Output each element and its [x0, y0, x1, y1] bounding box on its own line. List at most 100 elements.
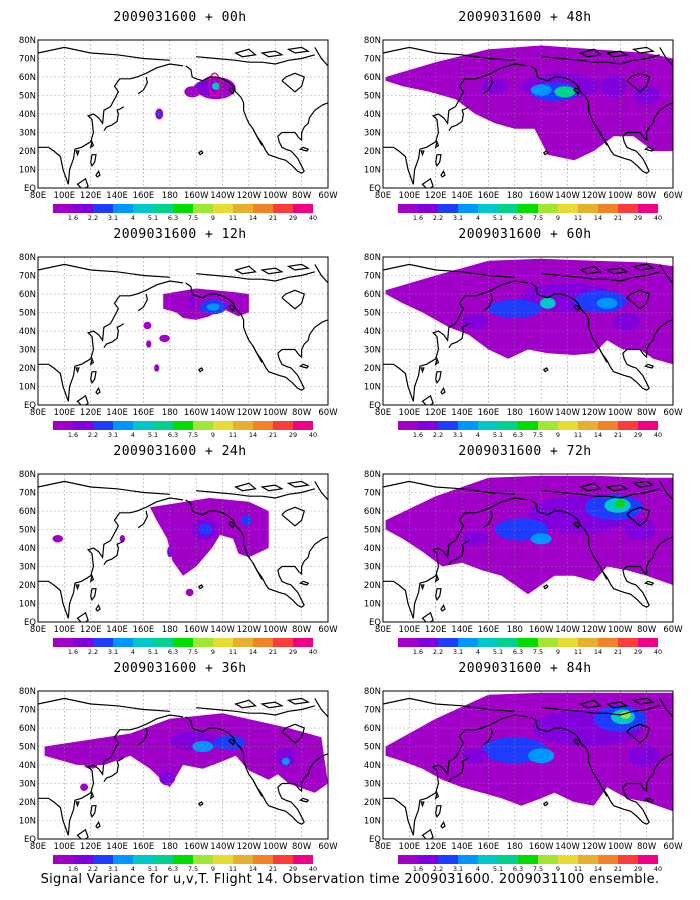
variance-field	[385, 258, 673, 365]
variance-contour	[613, 312, 641, 331]
lat-tick-label: 60N	[364, 724, 381, 734]
colorbar-swatch	[153, 638, 173, 647]
variance-contour	[143, 321, 152, 330]
colorbar-label: 2.2	[433, 431, 443, 439]
colorbar-swatch	[438, 638, 458, 647]
lat-tick-label: 10N	[19, 600, 36, 610]
lat-tick-label: 40N	[364, 110, 381, 120]
lon-tick-label: 160E	[478, 191, 500, 201]
colorbar-swatch	[638, 855, 658, 864]
lon-tick-label: 140W	[555, 625, 580, 635]
variance-contour	[198, 523, 212, 536]
lat-tick-label: 30N	[19, 346, 36, 356]
colorbar-label: 21	[614, 214, 622, 222]
lat-tick-label: 50N	[364, 743, 381, 753]
variance-contour	[241, 514, 252, 526]
lat-tick-label: 40N	[364, 327, 381, 337]
colorbar-swatch	[578, 204, 598, 213]
lat-tick-label: 60N	[19, 73, 36, 83]
lon-tick-label: 120W	[237, 408, 262, 418]
lat-tick-label: 20N	[364, 581, 381, 591]
lat-tick-label: 50N	[19, 92, 36, 102]
lon-tick-label: 120W	[582, 408, 607, 418]
colorbar-label: 2.2	[88, 865, 98, 873]
lon-tick-label: 60W	[318, 191, 338, 201]
lon-tick-label: 100E	[54, 625, 76, 635]
colorbar-swatch	[478, 421, 498, 430]
colorbar-label: 1.6	[68, 431, 78, 439]
map-frame	[37, 690, 329, 840]
colorbar-label: 9	[211, 865, 215, 873]
colorbar-swatch	[253, 204, 273, 213]
lat-tick-label: 30N	[19, 129, 36, 139]
colorbar-label: 7.5	[533, 865, 543, 873]
lon-tick-label: 140W	[555, 191, 580, 201]
variance-contour	[462, 314, 489, 330]
lat-tick-label: 30N	[364, 346, 381, 356]
colorbar-swatch	[558, 638, 578, 647]
colorbar-swatch	[253, 421, 273, 430]
lon-tick-label: 100W	[608, 842, 633, 852]
lon-tick-label: 180	[507, 191, 523, 201]
colorbar-label: 29	[289, 865, 297, 873]
colorbar-swatch	[498, 855, 518, 864]
lat-tick-label: 20N	[364, 147, 381, 157]
colorbar-swatch	[638, 421, 658, 430]
lat-tick-label: 10N	[364, 166, 381, 176]
colorbar-swatch	[618, 638, 638, 647]
lat-tick-label: 30N	[364, 780, 381, 790]
variance-contour	[615, 499, 626, 508]
panel-title: 2009031600 + 84h	[458, 661, 592, 676]
variance-contour	[146, 340, 152, 348]
lat-tick-label: 30N	[19, 780, 36, 790]
lat-tick-label: 70N	[19, 706, 36, 716]
variance-contour	[530, 84, 552, 96]
lat-tick-label: 50N	[19, 309, 36, 319]
colorbar-label: 29	[289, 431, 297, 439]
colorbar-label: 6.3	[513, 431, 523, 439]
lon-tick-label: 180	[507, 408, 523, 418]
variance-contour	[206, 303, 220, 311]
colorbar-label: 4	[131, 431, 135, 439]
colorbar-swatch	[518, 855, 538, 864]
colorbar-label: 1.6	[68, 865, 78, 873]
lon-tick-label: 80W	[637, 842, 657, 852]
colorbar-label: 5.1	[148, 865, 158, 873]
colorbar-swatch	[193, 204, 213, 213]
colorbar-label: 9	[556, 431, 560, 439]
colorbar-label: 5.1	[148, 214, 158, 222]
lon-tick-label: 120E	[80, 625, 102, 635]
colorbar-swatch	[518, 638, 538, 647]
colorbar-label: 1.6	[413, 431, 423, 439]
colorbar-label: 14	[594, 214, 602, 222]
lon-tick-label: 60W	[318, 625, 338, 635]
colorbar-label: 4	[476, 431, 480, 439]
colorbar-swatch	[518, 204, 538, 213]
coastlines	[38, 46, 328, 188]
lat-tick-label: 80N	[364, 36, 381, 46]
colorbar-swatch	[398, 204, 418, 213]
colorbar-swatch	[518, 421, 538, 430]
colorbar-swatch	[438, 204, 458, 213]
colorbar-swatch	[418, 421, 438, 430]
lon-tick-label: 140E	[106, 408, 128, 418]
coastlines	[38, 480, 328, 622]
colorbar-swatch	[193, 421, 213, 430]
colorbar-swatch	[498, 421, 518, 430]
colorbar-label: 21	[614, 431, 622, 439]
variance-field	[385, 45, 673, 161]
colorbar-label: 6.3	[513, 865, 523, 873]
lon-tick-label: 160E	[478, 842, 500, 852]
lat-tick-label: 70N	[19, 272, 36, 282]
lat-tick-label: 20N	[19, 147, 36, 157]
map-frame	[382, 256, 674, 406]
colorbar-swatch	[458, 421, 478, 430]
forecast-panel-12h: 2009031600 + 12h 80N 70N 60N 50N 40N 30N 20N 10…	[10, 227, 350, 442]
map-frame	[382, 39, 674, 189]
lat-tick-label: 20N	[19, 798, 36, 808]
lat-tick-label: 60N	[19, 507, 36, 517]
lon-tick-label: 120W	[237, 842, 262, 852]
lat-tick-label: 70N	[19, 489, 36, 499]
colorbar-label: 2.2	[433, 648, 443, 656]
